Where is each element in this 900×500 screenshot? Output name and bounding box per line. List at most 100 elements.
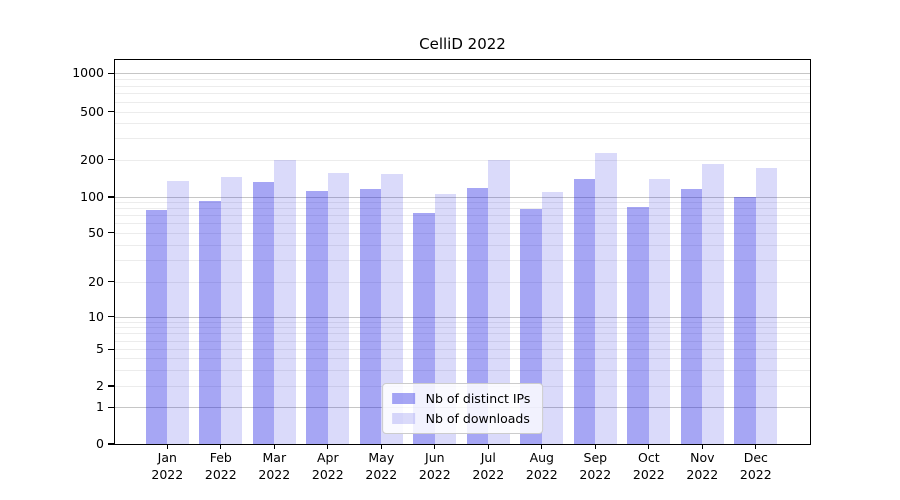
bar — [466, 188, 489, 444]
x-tick-label: Dec 2022 — [721, 450, 791, 483]
x-tick-month: Mar — [262, 450, 287, 465]
y-tick — [108, 348, 114, 350]
bar — [488, 160, 510, 444]
plot-area: Nb of distinct IPs Nb of downloads — [114, 59, 811, 445]
x-tick-label: Feb 2022 — [186, 450, 256, 483]
x-tick-label: Sep 2022 — [560, 450, 630, 483]
x-tick-label: May 2022 — [346, 450, 416, 483]
y-tick — [108, 316, 114, 318]
bar — [702, 164, 724, 444]
x-tick-month: Jan — [157, 450, 177, 465]
y-tick — [108, 72, 114, 74]
y-tick — [108, 158, 114, 161]
bar — [627, 206, 649, 444]
gridline-minor — [115, 123, 810, 125]
x-tick-month: Aug — [529, 450, 554, 465]
x-tick — [648, 444, 650, 449]
y-tick-label: 50 — [88, 224, 104, 240]
y-tick — [108, 196, 114, 198]
bar — [306, 190, 328, 444]
x-tick-year: 2022 — [579, 466, 612, 482]
y-tick-label: 100 — [80, 189, 104, 204]
gridline-minor — [115, 79, 810, 81]
gridline-minor — [115, 208, 810, 210]
x-tick-month: May — [368, 450, 395, 465]
gridline-minor — [115, 358, 810, 360]
x-tick — [594, 444, 596, 449]
gridline-major — [115, 316, 810, 318]
y-tick-label: 200 — [80, 151, 104, 167]
x-tick-year: 2022 — [151, 466, 184, 482]
bar — [274, 160, 296, 444]
y-tick-label: 1000 — [72, 65, 104, 81]
bar — [167, 180, 189, 444]
x-tick-label: Jun 2022 — [400, 450, 470, 483]
x-tick-label: Mar 2022 — [239, 450, 309, 483]
x-tick — [220, 444, 222, 449]
x-tick-month: Sep — [583, 450, 608, 465]
x-tick-year: 2022 — [632, 466, 665, 482]
x-tick-label: Oct 2022 — [614, 450, 684, 483]
gridline-minor — [115, 111, 810, 113]
chart-title: CelliD 2022 — [419, 35, 506, 53]
bar — [359, 189, 382, 444]
x-tick-year: 2022 — [418, 466, 451, 482]
x-tick — [755, 444, 757, 449]
legend-item-distinct-ips: Nb of distinct IPs — [391, 391, 530, 406]
y-tick — [108, 406, 114, 408]
y-tick-label: 2 — [96, 378, 104, 393]
x-tick-label: Aug 2022 — [507, 450, 577, 483]
bar — [327, 172, 350, 444]
y-tick-label: 500 — [80, 103, 104, 119]
gridline-minor — [115, 215, 810, 217]
gridline-minor — [115, 93, 810, 95]
y-tick — [108, 385, 114, 387]
legend-label-downloads: Nb of downloads — [425, 411, 530, 426]
x-tick-year: 2022 — [472, 466, 505, 482]
gridline-minor — [115, 327, 810, 329]
x-tick — [380, 444, 382, 449]
gridline-minor — [115, 244, 810, 246]
bar — [252, 182, 275, 444]
x-tick — [487, 444, 489, 449]
gridline-minor — [115, 281, 810, 283]
x-tick-year: 2022 — [258, 466, 291, 482]
x-tick-month: Feb — [209, 450, 232, 465]
x-tick-month: Nov — [690, 450, 715, 465]
legend-swatch-downloads — [391, 413, 415, 424]
gridline-minor — [115, 340, 810, 342]
bar — [199, 201, 221, 444]
x-tick — [701, 444, 703, 449]
x-tick — [166, 444, 168, 449]
gridline-major — [115, 197, 810, 198]
gridline-minor — [115, 333, 810, 335]
y-tick — [108, 232, 114, 234]
x-tick-month: Jul — [480, 450, 496, 465]
bar — [680, 189, 703, 444]
x-tick-year: 2022 — [525, 466, 558, 482]
gridline-minor — [115, 321, 810, 323]
gridline-minor — [115, 101, 810, 103]
x-tick-label: Jan 2022 — [132, 450, 202, 483]
y-tick-label: 1 — [96, 399, 104, 415]
x-tick-year: 2022 — [311, 466, 344, 482]
gridline-minor — [115, 232, 810, 234]
bar — [381, 174, 403, 444]
gridline-minor — [115, 159, 810, 161]
x-tick-month: Apr — [316, 450, 339, 465]
x-tick-month: Dec — [743, 450, 768, 465]
x-tick-label: Nov 2022 — [667, 450, 737, 483]
x-tick — [434, 444, 436, 449]
y-tick — [108, 443, 114, 445]
y-tick — [108, 111, 114, 113]
gridline-major — [115, 73, 810, 75]
bar — [595, 153, 617, 444]
legend-item-downloads: Nb of downloads — [391, 411, 531, 426]
x-tick-year: 2022 — [204, 466, 237, 482]
x-tick — [273, 444, 275, 449]
bar — [220, 176, 243, 444]
x-tick-month: Oct — [637, 450, 660, 465]
x-tick — [541, 444, 543, 449]
bar — [541, 191, 564, 444]
gridline-minor — [115, 85, 810, 87]
